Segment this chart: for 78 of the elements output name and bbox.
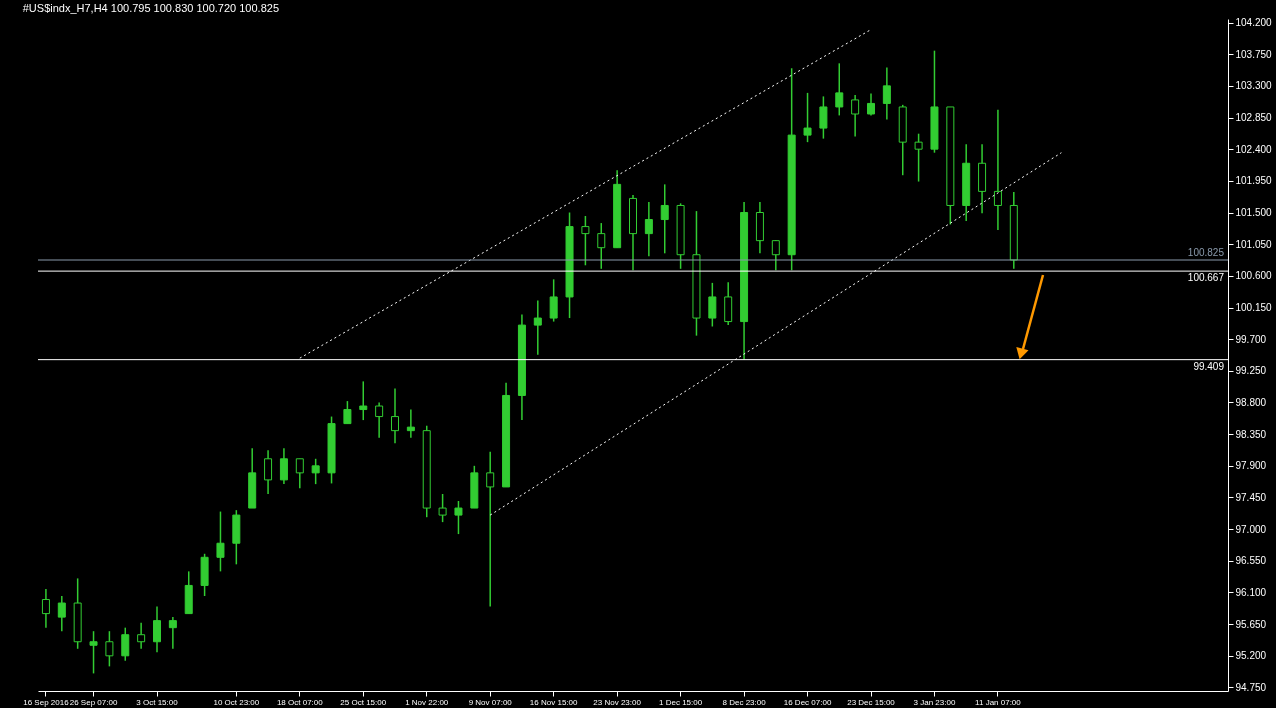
y-tick-label: 101.950 (1235, 175, 1273, 187)
candlestick (406, 408, 415, 439)
y-tick-label: 95.200 (1235, 650, 1267, 662)
x-tick-label: 8 Dec 23:00 (722, 697, 767, 707)
candlestick (375, 401, 384, 439)
candlestick (486, 451, 495, 608)
x-tick-label: 1 Nov 22:00 (405, 697, 449, 707)
candlestick (597, 222, 606, 270)
x-tick-label: 16 Sep 2016 (23, 697, 70, 707)
candlestick (438, 493, 447, 523)
candlestick (311, 458, 320, 485)
y-tick-label: 97.000 (1235, 523, 1267, 535)
candlestick (57, 595, 66, 632)
x-tick-label: 23 Nov 23:00 (593, 697, 642, 707)
candlestick (882, 66, 891, 121)
y-tick-label: 94.750 (1235, 681, 1267, 693)
candlestick (914, 132, 923, 183)
ref-line-label: 100.825 (1187, 247, 1225, 259)
candlestick (993, 109, 1002, 231)
x-tick-label: 26 Sep 07:00 (69, 697, 118, 707)
ref-line-label: 99.409 (1193, 360, 1225, 372)
y-tick-label: 102.400 (1235, 143, 1273, 155)
candlestick (359, 380, 368, 421)
candlestick (708, 282, 717, 328)
candlestick (216, 510, 225, 573)
candlestick (660, 183, 669, 255)
x-tick-label: 25 Oct 15:00 (340, 697, 387, 707)
y-tick-label: 96.550 (1235, 555, 1267, 567)
y-tick-label: 97.900 (1235, 460, 1267, 472)
candlestick (41, 588, 50, 629)
y-tick-label: 104.200 (1235, 17, 1273, 29)
candlestick (105, 630, 114, 668)
x-tick-label: 9 Nov 07:00 (468, 697, 513, 707)
candlestick (549, 278, 558, 323)
candlestick (581, 215, 590, 267)
x-tick-label: 23 Dec 15:00 (847, 697, 896, 707)
candlestick (121, 626, 130, 662)
x-tick-label: 18 Oct 07:00 (276, 697, 324, 707)
y-tick-label: 102.850 (1235, 112, 1273, 124)
x-tick-label: 3 Oct 15:00 (136, 697, 179, 707)
y-tick-label: 101.500 (1235, 207, 1273, 219)
candlestick (771, 239, 780, 271)
candlestick (644, 201, 653, 257)
chart-title: #US$indx_H7,H4 100.795 100.830 100.720 100.825 (22, 1, 280, 14)
candlestick (295, 458, 304, 490)
x-tick-label: 16 Nov 15:00 (529, 697, 579, 707)
ref-line-label: 100.667 (1187, 272, 1225, 284)
candlestick (819, 95, 828, 140)
x-tick-label: 3 Jan 23:00 (913, 697, 956, 707)
y-tick-label: 103.300 (1235, 80, 1273, 92)
y-tick-label: 96.100 (1235, 586, 1267, 598)
y-tick-label: 99.700 (1235, 333, 1267, 345)
candlestick (803, 92, 812, 143)
y-tick-label: 98.350 (1235, 428, 1267, 440)
candlestick (454, 500, 463, 535)
candlestick (391, 387, 399, 445)
candlestick (153, 605, 161, 654)
y-tick-label: 95.650 (1235, 618, 1267, 630)
candlestick (835, 62, 844, 117)
candlestick (137, 621, 146, 650)
candlestick (89, 630, 98, 675)
y-tick-label: 100.150 (1235, 302, 1273, 313)
candlestick (533, 299, 542, 356)
y-tick-label: 103.750 (1235, 48, 1273, 60)
candlestick (168, 616, 177, 650)
y-tick-label: 97.450 (1235, 491, 1267, 503)
x-tick-label: 10 Oct 23:00 (213, 697, 260, 707)
candlestick (851, 94, 860, 138)
x-tick-label: 1 Dec 15:00 (659, 697, 703, 707)
y-tick-label: 99.250 (1235, 365, 1267, 377)
candlestick (279, 447, 288, 485)
x-tick-label: 11 Jan 07:00 (975, 697, 1022, 707)
candlestick (343, 400, 352, 425)
candlestick (264, 449, 273, 495)
y-tick-label: 98.800 (1235, 397, 1267, 408)
y-tick-label: 100.600 (1235, 270, 1273, 282)
x-tick-label: 16 Dec 07:00 (783, 697, 832, 707)
y-tick-label: 101.050 (1235, 238, 1273, 250)
